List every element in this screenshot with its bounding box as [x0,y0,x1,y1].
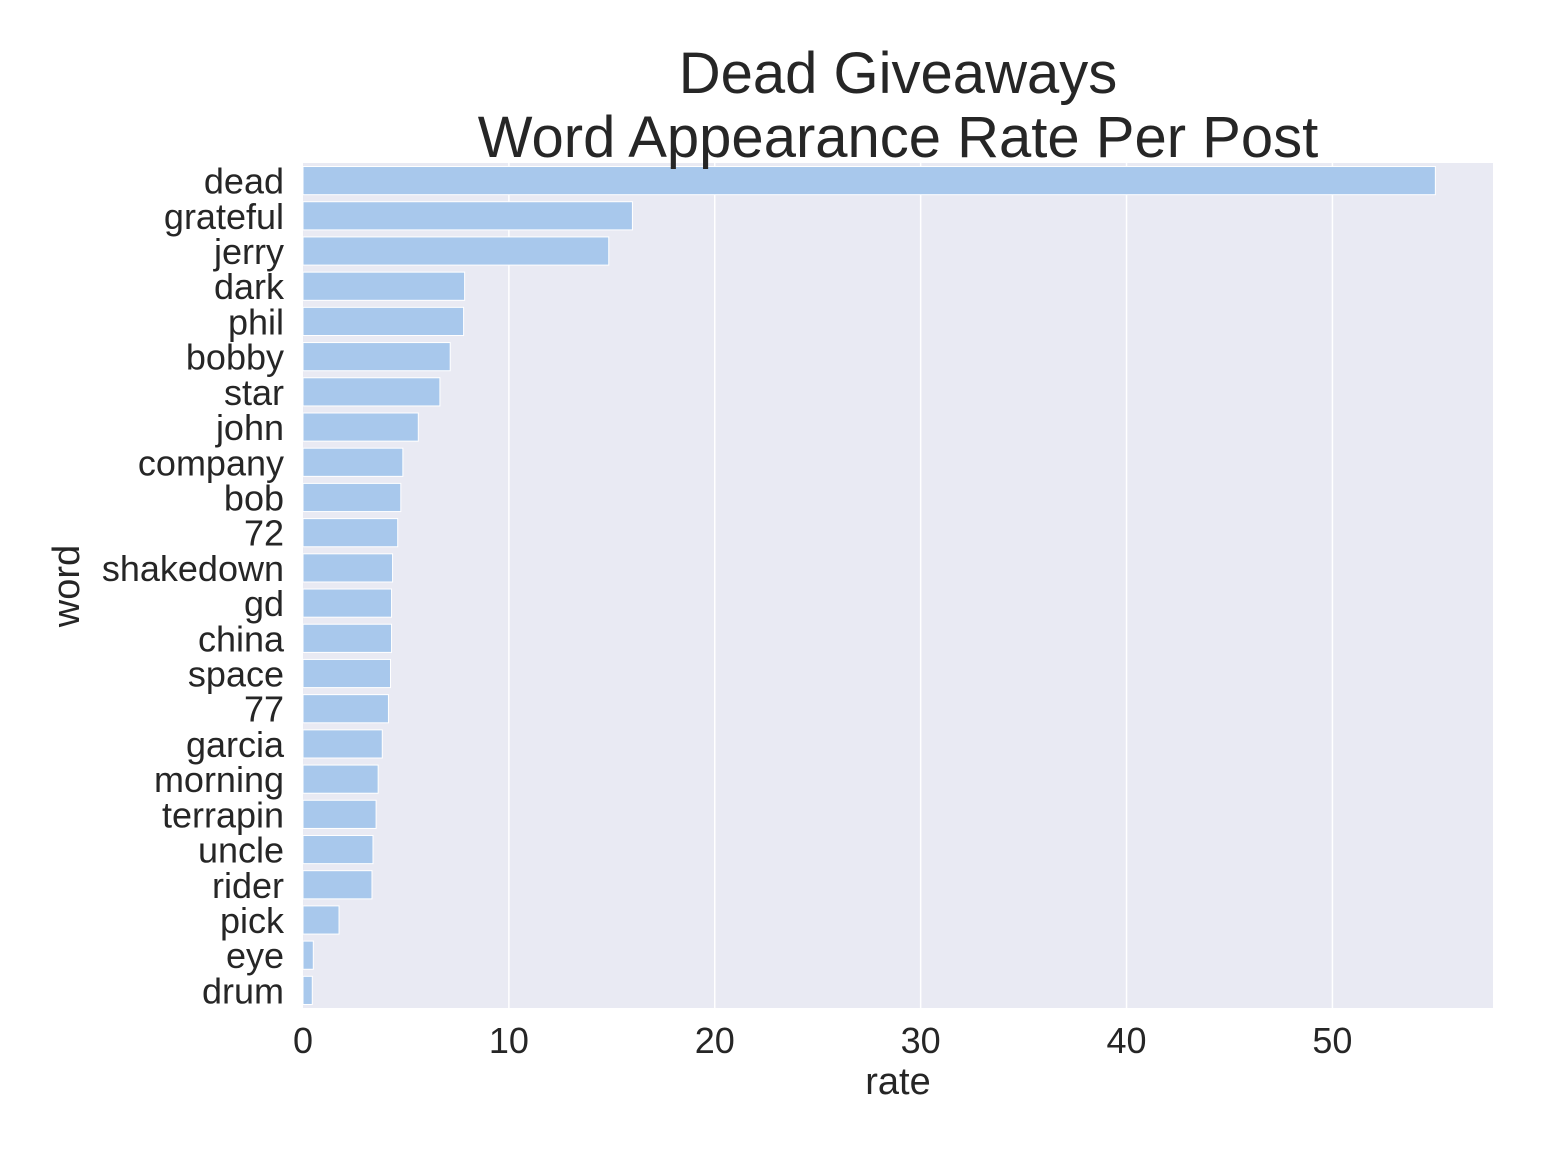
bar-terrapin [302,799,377,829]
y-tick-label-eye: eye [226,935,284,976]
y-tick-label-star: star [224,372,284,413]
bar-morning [302,764,379,794]
y-tick-label-72: 72 [244,513,284,554]
y-tick-labels: deadgratefuljerrydarkphilbobbystarjohnco… [102,161,285,1012]
bars [302,166,1436,1005]
bar-john [302,412,419,442]
bar-eye [302,940,314,970]
bar-72 [302,518,399,548]
y-tick-label-china: china [198,618,285,659]
bar-uncle [302,834,374,865]
bar-jerry [302,236,610,266]
y-tick-label-uncle: uncle [198,830,284,871]
bar-pick [302,905,340,935]
x-tick-label: 40 [1107,1020,1147,1061]
bar-space [302,658,391,689]
y-tick-label-rider: rider [212,865,284,906]
y-tick-label-john: john [215,407,284,448]
y-tick-label-terrapin: terrapin [162,794,284,835]
y-tick-label-gd: gd [244,583,284,624]
chart-title-line-1: Dead Giveaways [679,41,1117,106]
bar-china [302,623,393,653]
x-tick-label: 0 [293,1020,313,1061]
bar-rider [302,870,373,900]
y-tick-label-bobby: bobby [186,337,284,378]
bar-shakedown [302,553,394,583]
y-tick-label-dark: dark [214,266,285,307]
y-tick-label-bob: bob [224,477,284,518]
y-tick-label-phil: phil [228,301,284,342]
y-tick-label-morning: morning [154,759,284,800]
x-tick-labels: 0 10 20 30 40 50 [293,1020,1352,1061]
y-tick-label-pick: pick [220,900,285,941]
bar-garcia [302,729,383,759]
bar-dead [302,166,1436,196]
plot-area [303,163,1493,1008]
chart-title-line-2: Word Appearance Rate Per Post [478,105,1318,170]
bar-drum [302,975,313,1005]
y-tick-label-shakedown: shakedown [102,548,284,589]
bar-company [302,447,404,477]
x-tick-label: 20 [695,1020,735,1061]
y-axis-label: word [46,545,88,628]
bar-grateful [302,201,633,231]
bar-77 [302,694,389,724]
y-tick-label-company: company [138,442,284,483]
bar-phil [302,306,465,337]
bar-star [302,377,441,407]
y-tick-label-grateful: grateful [164,196,284,237]
bar-dark [302,271,466,301]
x-tick-label: 10 [489,1020,529,1061]
bar-bob [302,482,402,513]
y-tick-label-jerry: jerry [213,231,284,272]
bar-bobby [302,342,451,372]
y-tick-label-77: 77 [244,689,284,730]
x-tick-label: 50 [1312,1020,1352,1061]
grid-lines [508,163,1334,1008]
bar-gd [302,588,393,618]
x-axis-label: rate [865,1061,930,1103]
y-tick-label-dead: dead [204,161,284,202]
y-tick-label-garcia: garcia [186,724,285,765]
x-tick-label: 30 [901,1020,941,1061]
y-tick-label-drum: drum [202,970,284,1011]
y-tick-label-space: space [188,654,284,695]
